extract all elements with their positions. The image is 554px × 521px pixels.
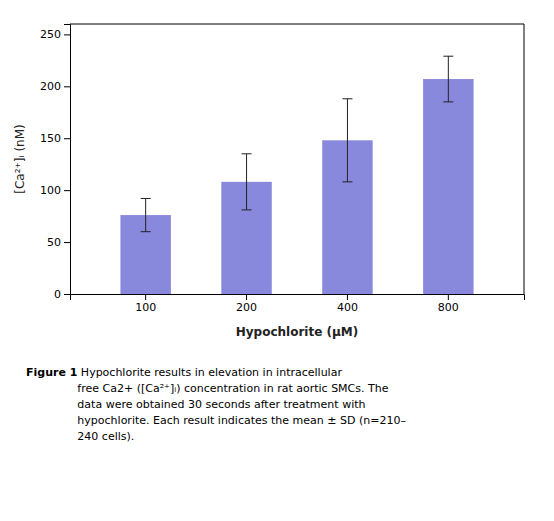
y-tick-mark [64, 242, 70, 243]
marks [120, 56, 473, 294]
y-tick-mark [64, 190, 70, 191]
x-tick-mark [448, 294, 449, 300]
y-tick-label: 200 [40, 80, 61, 93]
y-tick-mark [64, 294, 70, 295]
caption-line: free Ca2+ ([Ca²⁺]ᵢ) concentration in rat… [77, 382, 388, 395]
x-axis-title: Hypochlorite (μM) [236, 325, 359, 339]
caption-label: Figure 1 [26, 366, 77, 379]
caption-line: data were obtained 30 seconds after trea… [77, 398, 365, 411]
x-tick-mark [347, 294, 348, 300]
x-tick: 400 [337, 294, 358, 314]
y-tick-label: 100 [40, 184, 61, 197]
y-tick: 0 [54, 288, 70, 301]
y-tick: 100 [40, 184, 70, 197]
y-axis-title: [Ca²⁺]ᵢ (nM) [13, 124, 27, 194]
y-axis-line [64, 25, 71, 295]
y-tick-label: 250 [40, 28, 61, 41]
y-tick-mark [64, 86, 70, 87]
bar [423, 79, 473, 294]
x-tick-label: 800 [438, 301, 459, 314]
frame-right [524, 24, 525, 294]
x-tick: 200 [236, 294, 257, 314]
x-tick-label: 200 [236, 301, 257, 314]
y-tick-mark [64, 34, 70, 35]
x-tick-mark [145, 294, 146, 300]
x-tick: 100 [135, 294, 156, 314]
chart: 0 50 100 150 200 250 100 200 400 800 Hypochlorite … [0, 0, 554, 521]
plot: 0 50 100 150 200 250 100 200 400 800 Hypochlorite … [13, 24, 525, 339]
error-bar [443, 56, 453, 102]
x-axis: 100 200 400 800 [71, 294, 525, 314]
x-tick-mark [246, 294, 247, 300]
x-axis-line [71, 295, 525, 301]
x-tick-label: 100 [135, 301, 156, 314]
y-tick: 200 [40, 80, 70, 93]
caption-line: Hypochlorite results in elevation in int… [77, 366, 342, 379]
y-tick: 150 [40, 132, 70, 145]
frame-top [70, 24, 524, 25]
y-tick-mark [64, 138, 70, 139]
y-tick-label: 50 [47, 236, 61, 249]
caption-line: hypochlorite. Each result indicates the … [77, 414, 406, 427]
y-tick: 250 [40, 28, 70, 41]
y-tick-label: 150 [40, 132, 61, 145]
error-bar [141, 198, 151, 231]
x-tick-label: 400 [337, 301, 358, 314]
y-tick-label: 0 [54, 288, 61, 301]
error-bar [242, 154, 252, 210]
y-tick: 50 [47, 236, 70, 249]
x-tick: 800 [438, 294, 459, 314]
caption-line: 240 cells). [77, 430, 134, 443]
y-axis: 0 50 100 150 200 250 [40, 25, 71, 302]
caption-text: Hypochlorite results in elevation in int… [77, 366, 406, 443]
error-bar [342, 99, 352, 182]
